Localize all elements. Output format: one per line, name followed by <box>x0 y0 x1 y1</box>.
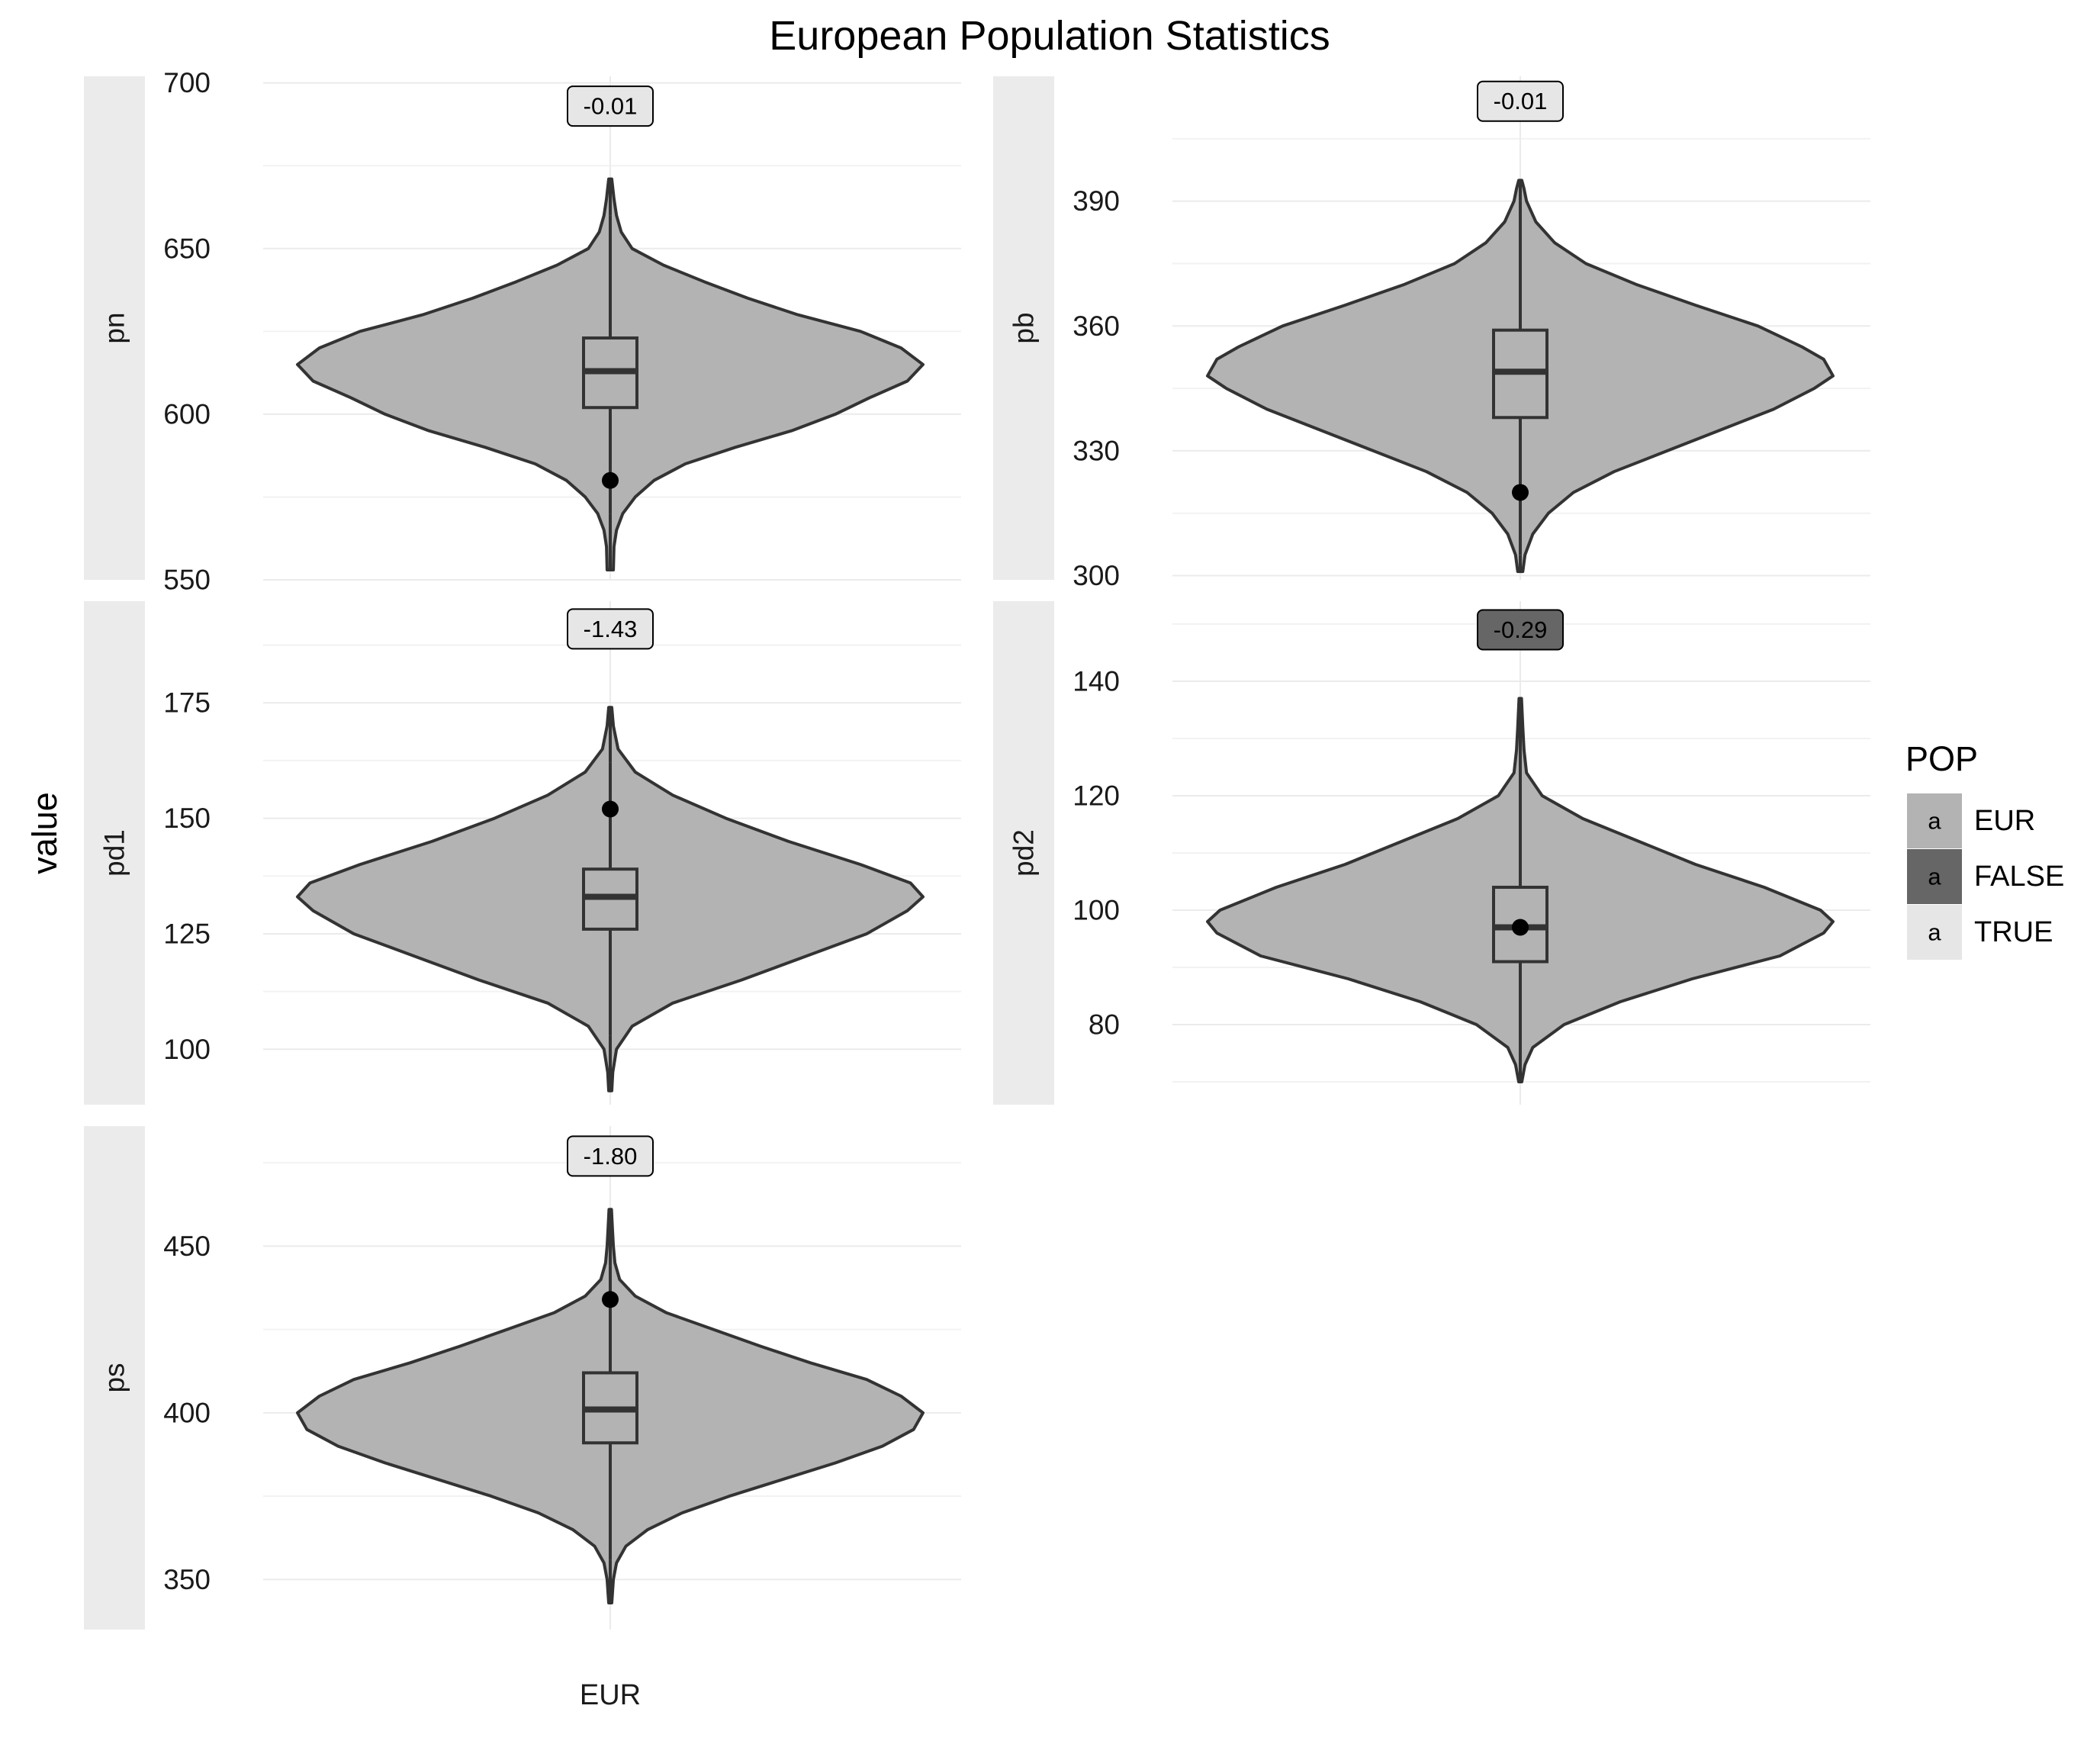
strip-pd2 <box>993 601 1054 1105</box>
legend-items: a EUR a FALSE a TRUE <box>1907 793 2064 960</box>
panel-ps: ps 350 400 450 -1.80 <box>84 1126 961 1630</box>
legend-title: POP <box>1905 739 1978 778</box>
strip-pd1 <box>84 601 145 1105</box>
panel-pd1: pd1 100 125 150 175 -1.43 <box>84 601 961 1105</box>
stat-label-box <box>1477 609 1564 651</box>
stat-label-text: -1.43 <box>584 616 638 642</box>
y-tick-label: 100 <box>1073 895 1120 926</box>
legend-key <box>1907 849 1962 904</box>
legend-key <box>1907 905 1962 960</box>
legend-key <box>1907 793 1962 848</box>
legend-item-eur: a EUR <box>1907 793 2035 848</box>
y-tick-label: 700 <box>163 67 211 98</box>
data-point-pd1 <box>602 800 619 818</box>
legend-item-true: a TRUE <box>1907 905 2053 960</box>
y-tick-label: 100 <box>163 1034 211 1065</box>
stat-label-box <box>567 85 654 127</box>
data-point-pd2 <box>1512 919 1529 936</box>
y-tick-label: 360 <box>1073 311 1120 342</box>
y-tick-label: 140 <box>1073 666 1120 697</box>
data-point-ps <box>602 1291 619 1308</box>
panel-pn: pn 550 600 650 700 -0.01 <box>84 67 961 596</box>
x-tick-label: EUR <box>580 1679 641 1711</box>
legend-key-glyph: a <box>1928 808 1941 835</box>
chart-title: European Population Statistics <box>769 13 1330 59</box>
y-tick-label: 330 <box>1073 435 1120 466</box>
stat-label-pb: -0.01 <box>1477 80 1564 122</box>
y-tick-label: 150 <box>163 803 211 834</box>
legend: POP a EUR a FALSE a TRUE <box>1905 739 2064 960</box>
stat-label-ps: -1.80 <box>567 1135 654 1177</box>
y-tick-label: 550 <box>163 565 211 596</box>
strip-label-pd1: pd1 <box>99 829 130 877</box>
strip-label-pn: pn <box>99 312 130 343</box>
y-tick-label: 400 <box>163 1397 211 1428</box>
facet-panels: pn 550 600 650 700 -0.01 pb 300 330 360 390 -0.01 pd… <box>84 67 1870 1630</box>
stat-label-text: -0.01 <box>1494 88 1548 114</box>
y-tick-label: 390 <box>1073 185 1120 217</box>
stat-label-text: -1.80 <box>584 1143 638 1170</box>
legend-label: FALSE <box>1974 861 2064 893</box>
strip-ps <box>84 1126 145 1630</box>
stat-label-pd2: -0.29 <box>1477 609 1564 651</box>
stat-label-text: -0.29 <box>1494 616 1548 643</box>
y-tick-label: 450 <box>163 1231 211 1262</box>
y-tick-label: 175 <box>163 687 211 719</box>
stat-label-box <box>567 608 654 650</box>
legend-key-glyph: a <box>1928 864 1941 890</box>
y-tick-label: 350 <box>163 1564 211 1595</box>
data-point-pn <box>602 471 619 489</box>
y-tick-label: 80 <box>1089 1009 1120 1041</box>
data-point-pb <box>1512 484 1529 501</box>
legend-key-glyph: a <box>1928 919 1941 946</box>
panel-pb: pb 300 330 360 390 -0.01 <box>993 76 1870 591</box>
y-tick-label: 125 <box>163 918 211 949</box>
strip-label-ps: ps <box>99 1363 130 1392</box>
stat-label-box <box>567 1135 654 1177</box>
strip-label-pd2: pd2 <box>1008 829 1040 877</box>
strip-pn <box>84 76 145 580</box>
y-tick-label: 650 <box>163 233 211 264</box>
legend-label: TRUE <box>1974 916 2053 948</box>
legend-label: EUR <box>1974 805 2035 837</box>
panel-pd2: pd2 80 100 120 140 -0.29 <box>993 601 1870 1105</box>
y-tick-label: 120 <box>1073 780 1120 812</box>
y-axis-label: value <box>25 792 64 874</box>
strip-label-pb: pb <box>1008 312 1040 343</box>
stat-label-pn: -0.01 <box>567 85 654 127</box>
y-tick-label: 300 <box>1073 560 1120 591</box>
stat-label-pd1: -1.43 <box>567 608 654 650</box>
y-tick-label: 600 <box>163 398 211 430</box>
strip-pb <box>993 76 1054 580</box>
stat-label-box <box>1477 80 1564 122</box>
legend-item-false: a FALSE <box>1907 849 2064 904</box>
stat-label-text: -0.01 <box>584 93 638 120</box>
